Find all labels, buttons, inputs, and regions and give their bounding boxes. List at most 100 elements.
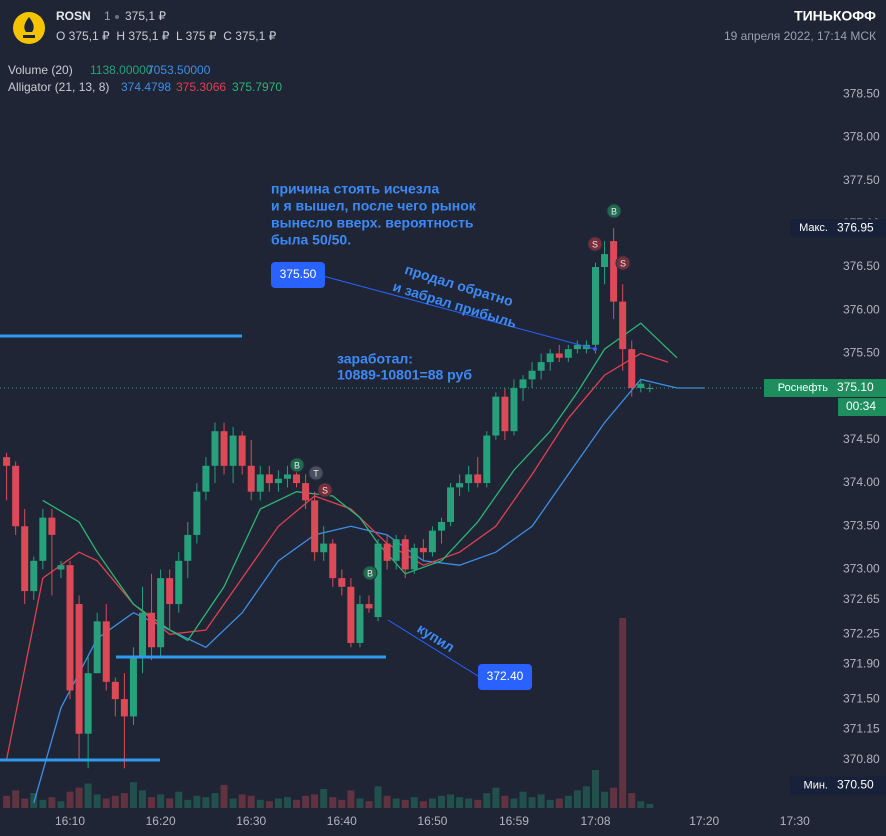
candle-body bbox=[129, 655, 137, 717]
volume-bar bbox=[202, 797, 210, 808]
candle-body bbox=[175, 560, 183, 605]
candle-body bbox=[157, 578, 165, 648]
candle-body bbox=[401, 539, 409, 570]
trade-marker bbox=[317, 482, 333, 498]
indicator-value: 1138.00000 bbox=[90, 63, 153, 77]
price-box-label: 375.50 bbox=[280, 267, 317, 281]
trade-marker-label: S bbox=[592, 239, 598, 249]
candle-body bbox=[338, 578, 346, 587]
volume-bar bbox=[329, 797, 337, 808]
y-tick-label: 371.15 bbox=[843, 722, 880, 736]
volume-bar bbox=[483, 793, 491, 808]
candle-body bbox=[66, 565, 74, 691]
candle-body bbox=[220, 431, 228, 466]
y-tick-label: 372.25 bbox=[843, 626, 880, 640]
volume-bar bbox=[211, 793, 219, 808]
candle-body bbox=[365, 604, 373, 609]
candle-body bbox=[546, 353, 554, 363]
price-box-label: 372.40 bbox=[487, 669, 524, 683]
x-tick-label: 17:08 bbox=[580, 814, 610, 828]
volume-bar bbox=[501, 795, 509, 808]
candle-body bbox=[256, 474, 264, 492]
candle-body bbox=[93, 621, 101, 674]
price-label-box bbox=[764, 379, 832, 398]
price-label-value-box bbox=[832, 776, 886, 795]
ohlc: O 375,1 ₽ H 375,1 ₽ L 375 ₽ C 375,1 ₽ bbox=[56, 29, 277, 43]
indicator-value: 7053.50000 bbox=[147, 63, 211, 77]
indicator-name: Volume (20) bbox=[8, 63, 73, 77]
x-tick-label: 17:20 bbox=[689, 814, 719, 828]
candle-body bbox=[84, 673, 92, 734]
candle-body bbox=[428, 530, 436, 553]
candle-body bbox=[211, 431, 219, 466]
volume-bar bbox=[419, 801, 427, 808]
connector bbox=[387, 619, 479, 677]
candle-body bbox=[202, 465, 210, 492]
candle-body bbox=[293, 474, 301, 484]
candle-body bbox=[456, 483, 464, 488]
volume-bar bbox=[111, 795, 119, 808]
volume-bar bbox=[66, 791, 74, 808]
volume-bar bbox=[582, 786, 590, 808]
connector bbox=[322, 275, 596, 350]
volume-bar bbox=[193, 795, 201, 808]
candle-body bbox=[238, 435, 246, 466]
trade-marker bbox=[606, 203, 622, 219]
indicator-value: 375.3066 bbox=[176, 80, 226, 94]
candle-body bbox=[39, 517, 47, 561]
candle-body bbox=[3, 457, 11, 466]
y-tick-label: 373.00 bbox=[843, 562, 880, 576]
volume-bar bbox=[428, 798, 436, 808]
volume-bar bbox=[102, 798, 110, 808]
volume-bar bbox=[637, 801, 645, 808]
dot bbox=[115, 15, 119, 19]
indicator-value: 374.4798 bbox=[121, 80, 171, 94]
candle-body bbox=[57, 565, 65, 570]
candle-body bbox=[592, 267, 599, 345]
volume-bar bbox=[12, 790, 20, 808]
volume-bar bbox=[274, 798, 282, 808]
volume-bar bbox=[519, 791, 527, 808]
candle-body bbox=[410, 547, 418, 570]
price-label-value: 376.95 bbox=[837, 220, 874, 234]
volume-bar bbox=[401, 799, 409, 808]
candle-body bbox=[465, 474, 473, 484]
x-tick-label: 16:20 bbox=[146, 814, 176, 828]
x-tick-label: 16:10 bbox=[55, 814, 85, 828]
candle-body bbox=[229, 435, 237, 466]
price-label-value: 370.50 bbox=[837, 778, 874, 792]
candle-body bbox=[193, 491, 201, 535]
x-tick-label: 17:30 bbox=[780, 814, 810, 828]
price-box bbox=[478, 664, 532, 690]
candle-body bbox=[12, 465, 20, 527]
trade-marker bbox=[362, 565, 378, 581]
candle-body bbox=[628, 349, 636, 389]
volume-bar bbox=[175, 791, 183, 808]
y-tick-label: 375.50 bbox=[843, 346, 880, 360]
volume-bar bbox=[220, 784, 228, 808]
candle-body bbox=[519, 379, 527, 389]
y-tick-label: 376.00 bbox=[843, 302, 880, 316]
price-label-box bbox=[790, 776, 832, 795]
volume-bar bbox=[48, 797, 56, 808]
volume-bar bbox=[447, 794, 455, 808]
candle-body bbox=[75, 604, 83, 734]
volume-bar bbox=[57, 801, 65, 808]
volume-bar bbox=[437, 795, 445, 808]
volume-bar bbox=[510, 798, 518, 808]
candle-body bbox=[139, 612, 146, 656]
candle-body bbox=[610, 241, 618, 302]
volume-bar bbox=[302, 795, 310, 808]
trade-marker-label: S bbox=[322, 485, 328, 495]
volume-bar bbox=[166, 798, 174, 808]
alligator-line bbox=[5, 352, 669, 760]
candle-body bbox=[311, 500, 319, 553]
y-tick-label: 378.50 bbox=[843, 86, 880, 100]
y-tick-label: 376.50 bbox=[843, 259, 880, 273]
candle-body bbox=[329, 543, 337, 579]
candle-body bbox=[374, 543, 382, 618]
y-tick-label: 371.90 bbox=[843, 657, 880, 671]
volume-bar bbox=[139, 790, 146, 808]
volume-bar bbox=[592, 770, 599, 808]
